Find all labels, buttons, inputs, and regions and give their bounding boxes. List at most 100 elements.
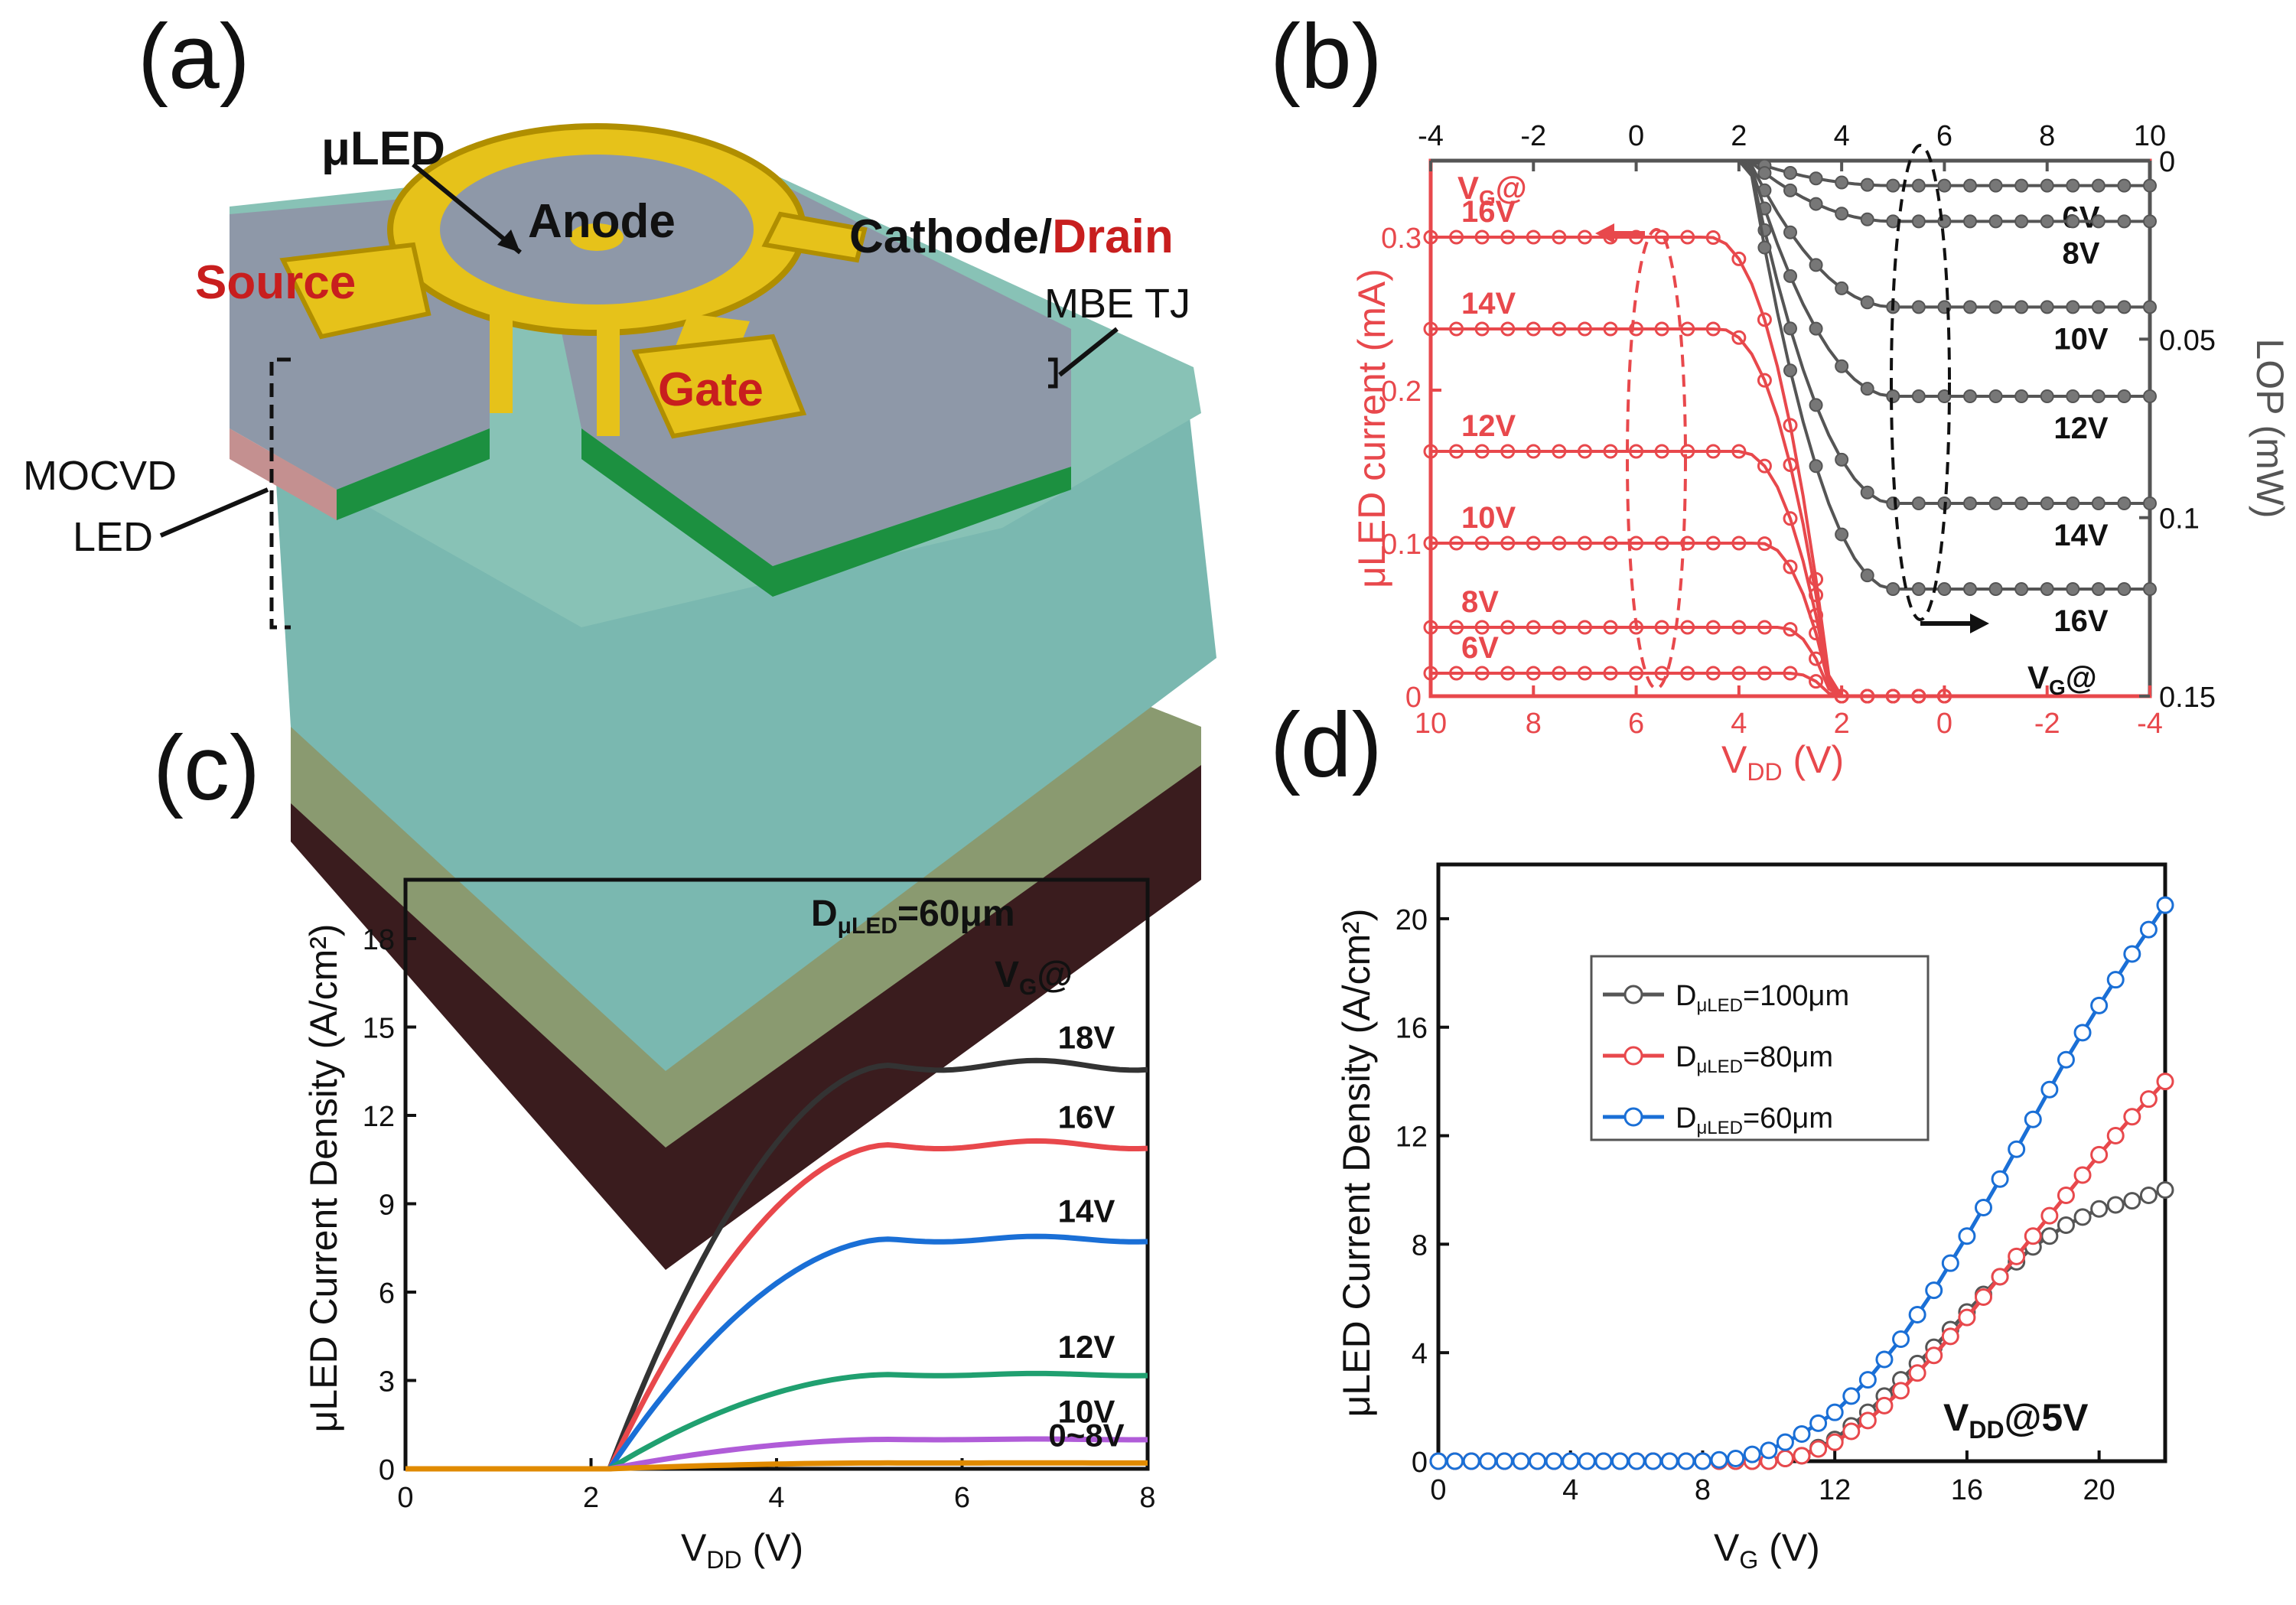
d-point bbox=[1562, 1452, 1580, 1470]
d-point bbox=[1776, 1433, 1794, 1451]
b-lop-point bbox=[2040, 300, 2054, 314]
b-top-tick-label: 8 bbox=[2039, 120, 2055, 152]
b-current-point bbox=[1526, 620, 1541, 635]
mocvd-bracket bbox=[269, 357, 291, 630]
d-point bbox=[1991, 1268, 2009, 1286]
c-vg-main: V bbox=[995, 955, 1019, 995]
c-series-label-14V: 14V bbox=[1058, 1193, 1115, 1229]
b-lop-point bbox=[1988, 582, 2003, 596]
b-current-label-16V: 16V bbox=[1461, 195, 1516, 229]
d-point bbox=[2156, 1073, 2174, 1091]
panel-label-a: (a) bbox=[138, 5, 250, 108]
cathode-text: Cathode/ bbox=[849, 210, 1052, 263]
d-point bbox=[2090, 1200, 2109, 1218]
b-lop-point bbox=[1809, 321, 1823, 336]
b-lop-point bbox=[2117, 389, 2132, 403]
b-lop-point bbox=[1835, 175, 1849, 190]
b-current-point bbox=[1500, 620, 1516, 635]
b-current-point bbox=[1783, 418, 1798, 433]
mbe-bracket bbox=[1048, 357, 1058, 389]
c-series-label-0~8V: 0~8V bbox=[1048, 1417, 1124, 1453]
b-lop-point bbox=[1783, 183, 1797, 197]
ring-leg-right bbox=[597, 321, 620, 436]
d-point bbox=[1495, 1452, 1513, 1470]
b-lop-point bbox=[1911, 214, 1926, 229]
label-mbe: MBE TJ bbox=[1044, 281, 1190, 327]
b-current-point bbox=[1629, 444, 1644, 459]
b-current-point bbox=[1860, 689, 1875, 704]
b-current-point bbox=[1552, 444, 1567, 459]
d-point bbox=[1793, 1447, 1811, 1465]
b-current-point bbox=[1757, 373, 1772, 388]
b-black-arrowhead bbox=[1970, 614, 1989, 633]
d-point bbox=[1710, 1450, 1728, 1469]
b-right-tick-label: 0.05 bbox=[2159, 324, 2216, 356]
d-point bbox=[1925, 1281, 1943, 1300]
d-point bbox=[1627, 1452, 1646, 1470]
b-current-point bbox=[1474, 321, 1490, 337]
label-anode: Anode bbox=[528, 195, 676, 248]
b-lop-point bbox=[2014, 582, 2029, 596]
b-current-point bbox=[1731, 620, 1747, 635]
mocvd-arrow bbox=[159, 487, 269, 538]
b-lop-point bbox=[2117, 178, 2132, 193]
b-bottom-tick-label: 4 bbox=[1731, 708, 1747, 740]
gate-pad bbox=[631, 334, 807, 439]
panel-d-ylabel: μLED Current Density (A/cm²) bbox=[1335, 908, 1378, 1417]
d-point bbox=[1611, 1452, 1629, 1470]
panel-d-annotation: VDD@5V bbox=[1943, 1396, 2089, 1444]
d-point bbox=[2057, 1187, 2075, 1205]
b-current-point bbox=[1757, 312, 1772, 327]
d-point bbox=[2024, 1227, 2042, 1245]
b-current-label-8V: 8V bbox=[1461, 585, 1499, 619]
panel-d-frame bbox=[1436, 862, 2167, 1463]
b-current-point bbox=[1731, 536, 1747, 551]
b-lop-point bbox=[2040, 582, 2054, 596]
b-current-point bbox=[1577, 230, 1592, 245]
d-point bbox=[1842, 1422, 1861, 1441]
d-point bbox=[1842, 1387, 1861, 1405]
b-current-point bbox=[1423, 321, 1438, 337]
label-source: Source bbox=[195, 256, 356, 309]
c-ytick-label: 15 bbox=[363, 1013, 395, 1045]
anode-contact bbox=[570, 223, 624, 251]
d-point bbox=[1925, 1346, 1943, 1365]
d-annot-main: V bbox=[1943, 1396, 1969, 1439]
b-current-point bbox=[1500, 666, 1516, 681]
d-point bbox=[1677, 1452, 1695, 1470]
b-current-point bbox=[1474, 444, 1490, 459]
d-point bbox=[1975, 1288, 1992, 1306]
d-point bbox=[1892, 1330, 1910, 1348]
d-legend-marker-2 bbox=[1623, 1107, 1643, 1127]
b-lop-point bbox=[1783, 269, 1797, 283]
d-point bbox=[1825, 1403, 1844, 1421]
b-lop-point bbox=[1809, 459, 1823, 474]
b-current-label-12V: 12V bbox=[1461, 409, 1516, 443]
b-lop-point bbox=[1757, 240, 1772, 255]
b-lop-point bbox=[2014, 389, 2029, 403]
panel-c-xlabel: VDD (V) bbox=[681, 1526, 803, 1574]
d-point bbox=[1908, 1364, 1926, 1382]
b-lop-point bbox=[2143, 178, 2157, 193]
d-legend-label-2: DμLED=60μm bbox=[1676, 1102, 1833, 1138]
d-point bbox=[1529, 1452, 1547, 1470]
b-current-point bbox=[1577, 620, 1592, 635]
b-lop-point bbox=[1783, 166, 1797, 180]
b-lop-point bbox=[1937, 582, 1952, 596]
b-lop-point bbox=[1860, 568, 1874, 583]
b-current-point bbox=[1783, 457, 1798, 473]
d-xtick-label: 0 bbox=[1430, 1474, 1446, 1506]
b-red-dashed-ellipse bbox=[1626, 228, 1687, 690]
b-current-point bbox=[1731, 330, 1747, 345]
d-point bbox=[2090, 1145, 2109, 1164]
b-lop-point bbox=[1886, 389, 1900, 403]
b-current-point bbox=[1629, 666, 1644, 681]
b-current-point bbox=[1680, 230, 1695, 245]
b-current-line-8V bbox=[1431, 626, 1945, 698]
d-ytick-label: 4 bbox=[1412, 1338, 1428, 1370]
b-lop-label-12V: 12V bbox=[2053, 412, 2108, 445]
b-bottom-tick-label: 6 bbox=[1628, 708, 1644, 740]
b-lop-point bbox=[2040, 389, 2054, 403]
b-current-point bbox=[1552, 230, 1567, 245]
b-lop-point bbox=[1835, 207, 1849, 221]
